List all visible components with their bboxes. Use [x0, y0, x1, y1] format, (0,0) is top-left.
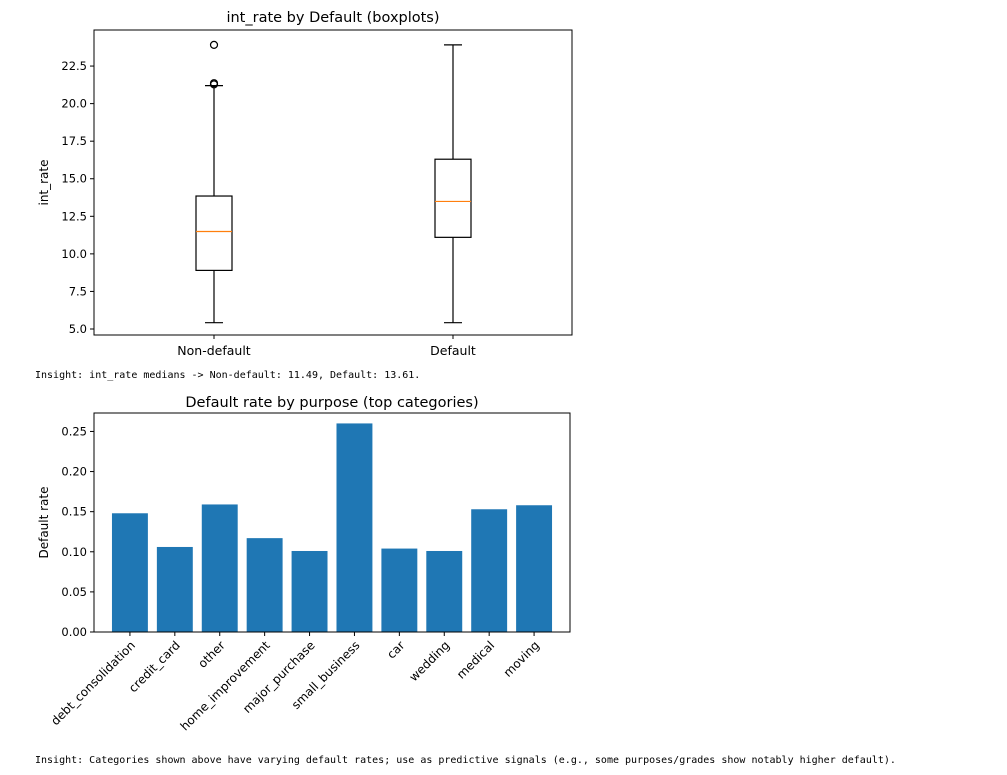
box-default [434, 44, 472, 324]
y-tick-label: 20.0 [61, 97, 87, 111]
plot-frame [93, 412, 571, 633]
bar-wedding [426, 550, 463, 632]
y-tick-label: 0.00 [61, 625, 87, 639]
x-tick-label: moving [501, 638, 543, 680]
bar-medical [471, 509, 508, 632]
bar-credit_card [156, 546, 193, 632]
x-tick-label: car [384, 638, 407, 661]
bar-home_improvement [246, 538, 283, 632]
outlier-point [209, 79, 219, 88]
bar-moving [516, 505, 553, 632]
y-tick-label: 0.05 [61, 585, 87, 599]
bar-debt_consolidation [111, 513, 148, 632]
x-tick-label: home_improvement [178, 638, 273, 733]
insight-text-bar: Insight: Categories shown above have var… [35, 755, 896, 766]
insight-text-boxplot: Insight: int_rate medians -> Non-default… [35, 370, 421, 381]
x-tick-label: Non-default [177, 343, 251, 358]
y-tick-label: 15.0 [61, 172, 87, 186]
bar-car [381, 548, 418, 632]
bar-chart: Default rate by purpose (top categories)… [37, 395, 571, 733]
outlier-point [209, 40, 219, 49]
y-tick-label: 17.5 [61, 134, 87, 148]
bar-small_business [336, 423, 373, 632]
chart-title: int_rate by Default (boxplots) [226, 10, 439, 26]
bar-other [201, 504, 238, 632]
y-tick-label: 10.0 [61, 247, 87, 261]
chart-title: Default rate by purpose (top categories) [185, 395, 478, 411]
y-tick-label: 5.0 [69, 322, 87, 336]
iqr-box [434, 158, 472, 238]
boxplot-chart: int_rate by Default (boxplots) int_rate 5.… [37, 10, 573, 358]
y-tick-label: 0.25 [61, 424, 87, 438]
iqr-box [195, 195, 233, 271]
y-axis-label: int_rate [37, 159, 51, 205]
y-tick-label: 0.20 [61, 465, 87, 479]
box-non-default [195, 40, 233, 324]
y-tick-label: 7.5 [69, 284, 87, 298]
y-tick-label: 0.10 [61, 545, 87, 559]
x-tick-label: other [195, 638, 228, 671]
x-tick-label: Default [430, 343, 476, 358]
y-tick-label: 12.5 [61, 209, 87, 223]
bar-major_purchase [291, 550, 328, 632]
y-axis-label: Default rate [37, 486, 51, 558]
x-tick-label: medical [454, 638, 497, 681]
y-tick-label: 22.5 [61, 59, 87, 73]
plot-frame [93, 29, 573, 336]
x-tick-label: wedding [406, 638, 452, 684]
y-tick-label: 0.15 [61, 505, 87, 519]
x-tick-label: debt_consolidation [48, 638, 138, 728]
